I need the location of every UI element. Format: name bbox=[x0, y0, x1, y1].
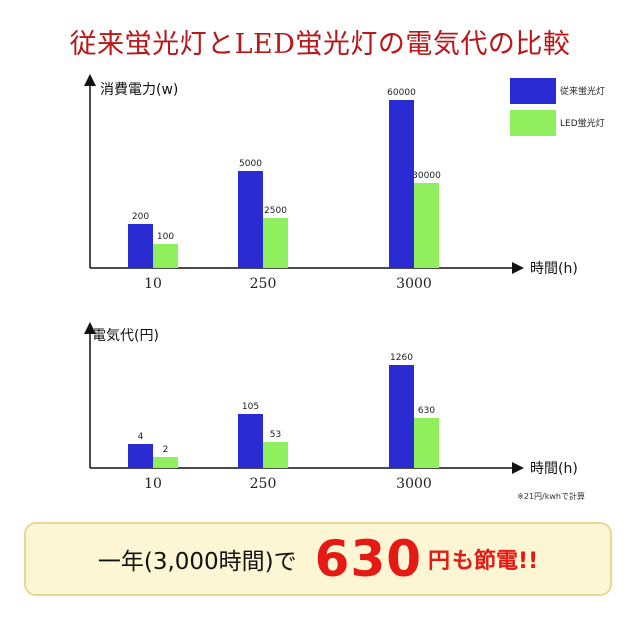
cost-bars: 4 105 1260 2 53 630 bbox=[128, 353, 439, 468]
power-bar-conventional-10 bbox=[128, 224, 153, 268]
power-bar-led-250 bbox=[263, 218, 288, 268]
cost-bar-conventional-3000 bbox=[389, 365, 414, 468]
cost-label-led-250: 53 bbox=[270, 430, 281, 440]
power-bar-conventional-3000 bbox=[389, 100, 414, 268]
power-x-tick-10: 10 bbox=[144, 276, 162, 292]
legend-label-conventional: 従来蛍光灯 bbox=[560, 85, 605, 97]
calculation-note: ※21円/kwhで計算 bbox=[517, 491, 585, 501]
cost-x-tick-3000: 3000 bbox=[396, 476, 432, 492]
power-x-tick-250: 250 bbox=[250, 276, 277, 292]
cost-x-tick-10: 10 bbox=[144, 476, 162, 492]
cost-y-axis-title: 電気代(円) bbox=[92, 328, 159, 344]
cost-bar-conventional-250 bbox=[238, 414, 263, 468]
power-x-tick-3000: 3000 bbox=[396, 276, 432, 292]
chart-title: 従来蛍光灯とLED蛍光灯の電気代の比較 bbox=[69, 29, 571, 60]
power-bar-led-3000 bbox=[414, 183, 439, 268]
cost-x-tick-250: 250 bbox=[250, 476, 277, 492]
power-label-led-3000: 30000 bbox=[412, 171, 441, 181]
savings-currency: 円 bbox=[428, 549, 451, 574]
savings-suffix: も節電!! bbox=[452, 549, 539, 574]
power-label-conventional-10: 200 bbox=[132, 212, 149, 222]
cost-bar-led-3000 bbox=[414, 418, 439, 468]
cost-label-led-10: 2 bbox=[163, 445, 169, 455]
cost-label-led-3000: 630 bbox=[418, 406, 435, 416]
cost-label-conventional-250: 105 bbox=[242, 402, 259, 412]
savings-amount: 630 bbox=[314, 530, 423, 588]
power-x-tick-labels: 10 250 3000 bbox=[144, 276, 432, 292]
power-bars: 200 5000 60000 100 2500 30000 bbox=[128, 88, 441, 268]
cost-bar-led-250 bbox=[263, 442, 288, 468]
power-label-led-10: 100 bbox=[157, 232, 174, 242]
power-label-conventional-250: 5000 bbox=[239, 159, 262, 169]
legend: 従来蛍光灯 LED蛍光灯 bbox=[510, 78, 605, 136]
power-bar-conventional-250 bbox=[238, 171, 263, 268]
savings-prefix: 一年(3,000時間)で bbox=[97, 549, 297, 575]
cost-x-tick-labels: 10 250 3000 bbox=[144, 476, 432, 492]
cost-label-conventional-3000: 1260 bbox=[390, 353, 413, 363]
cost-bar-led-10 bbox=[153, 457, 178, 468]
power-y-axis-title: 消費電力(w) bbox=[100, 82, 178, 98]
savings-banner: 一年(3,000時間)で 630 円 も節電!! bbox=[24, 522, 612, 596]
power-label-conventional-3000: 60000 bbox=[387, 88, 416, 98]
legend-label-led: LED蛍光灯 bbox=[560, 117, 605, 129]
cost-label-conventional-10: 4 bbox=[138, 432, 144, 442]
power-label-led-250: 2500 bbox=[264, 206, 287, 216]
savings-message: 一年(3,000時間)で 630 円 も節電!! bbox=[26, 524, 610, 594]
cost-x-axis-title: 時間(h) bbox=[530, 461, 578, 477]
power-bar-led-10 bbox=[153, 244, 178, 268]
cost-bar-conventional-10 bbox=[128, 444, 153, 468]
legend-swatch-led bbox=[510, 110, 556, 136]
legend-swatch-conventional bbox=[510, 78, 556, 104]
power-x-axis-title: 時間(h) bbox=[530, 261, 578, 277]
power-chart: 消費電力(w) 時間(h) 200 5000 60000 100 2500 30000 1… bbox=[84, 74, 605, 292]
